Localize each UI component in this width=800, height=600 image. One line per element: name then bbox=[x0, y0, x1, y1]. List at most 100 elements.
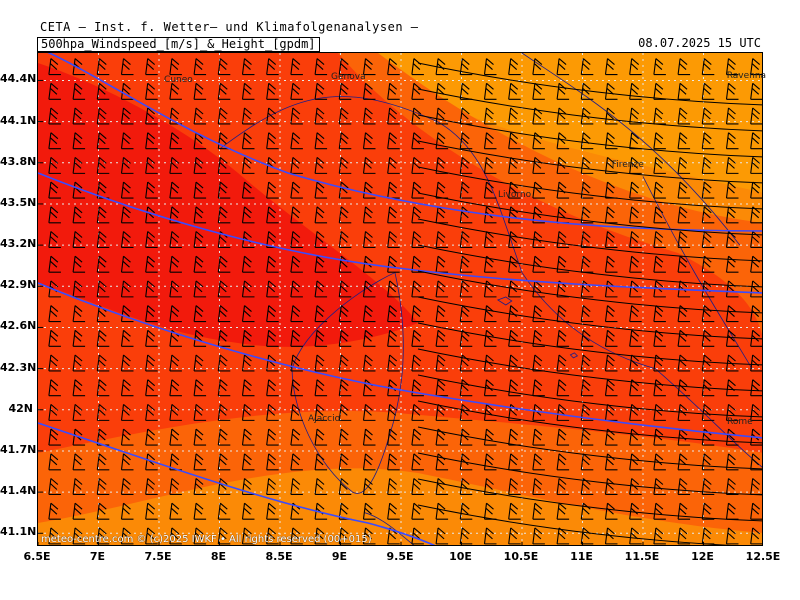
lat-tick-label: 42.9N bbox=[0, 278, 37, 292]
wind-barb bbox=[725, 107, 739, 125]
wind-barb bbox=[508, 428, 521, 446]
copyright-notice: meteo-centre.com © (c)2025 IWKF • All ri… bbox=[41, 534, 372, 545]
wind-barb bbox=[217, 478, 231, 496]
wind-barb bbox=[338, 403, 352, 421]
wind-barb bbox=[508, 58, 521, 76]
wind-barb bbox=[217, 502, 231, 520]
lon-tick-label: 9E bbox=[331, 550, 348, 563]
wind-barb bbox=[580, 527, 594, 545]
wind-barb bbox=[145, 181, 158, 199]
wind-barb bbox=[217, 206, 231, 224]
wind-barb bbox=[483, 329, 497, 347]
wind-barb bbox=[483, 280, 497, 298]
wind-barb bbox=[145, 231, 158, 249]
wind-barb bbox=[508, 132, 521, 150]
wind-barb bbox=[604, 132, 618, 150]
wind-barb bbox=[48, 502, 61, 520]
wind-barb bbox=[217, 132, 231, 150]
wind-barb bbox=[314, 181, 328, 199]
wind-barb bbox=[266, 82, 279, 100]
valid-time: 08.07.2025 15 UTC bbox=[638, 36, 761, 50]
wind-barb bbox=[72, 181, 86, 199]
lat-tick-label: 43.8N bbox=[0, 154, 37, 168]
wind-barb bbox=[653, 82, 666, 100]
wind-barb bbox=[677, 502, 691, 520]
wind-barb bbox=[508, 255, 521, 273]
wind-barb bbox=[96, 329, 110, 347]
variable-label: 500hpa_Windspeed_[m/s]_&_Height_[gpdm] bbox=[37, 37, 320, 52]
wind-barb bbox=[725, 280, 739, 298]
wind-barb bbox=[629, 255, 642, 273]
lat-tick-label: 42.3N bbox=[0, 360, 37, 374]
wind-barb bbox=[96, 403, 110, 421]
wind-barb bbox=[169, 379, 182, 397]
wind-barb bbox=[459, 58, 473, 76]
wind-barb bbox=[532, 280, 545, 298]
wind-barb bbox=[435, 527, 449, 545]
wind-barb bbox=[556, 206, 570, 224]
map-panel[interactable] bbox=[37, 52, 763, 546]
wind-barb bbox=[750, 82, 762, 100]
wind-barb bbox=[677, 156, 691, 174]
wind-barb bbox=[677, 478, 691, 496]
wind-barb bbox=[508, 156, 521, 174]
wind-barb bbox=[725, 231, 739, 249]
wind-barb bbox=[435, 231, 449, 249]
wind-barb bbox=[435, 181, 449, 199]
wind-barb bbox=[266, 132, 279, 150]
lon-tick-label: 11.5E bbox=[624, 550, 660, 563]
wind-barb bbox=[701, 255, 715, 273]
wind-barb bbox=[314, 379, 328, 397]
wind-barb bbox=[193, 305, 207, 323]
wind-barb bbox=[241, 305, 255, 323]
wind-barb bbox=[701, 403, 715, 421]
wind-barb bbox=[72, 206, 86, 224]
wind-barb bbox=[120, 305, 134, 323]
lat-tick-label: 43.5N bbox=[0, 195, 37, 209]
map-canvas[interactable] bbox=[38, 53, 763, 546]
wind-barb bbox=[48, 403, 61, 421]
wind-barb bbox=[193, 280, 207, 298]
wind-barb bbox=[48, 58, 61, 76]
wind-barb bbox=[725, 502, 739, 520]
wind-barb bbox=[508, 379, 521, 397]
wind-barb bbox=[290, 231, 303, 249]
wind-barb bbox=[653, 502, 666, 520]
wind-barb bbox=[314, 255, 328, 273]
wind-barb bbox=[387, 354, 400, 372]
wind-barb bbox=[338, 156, 352, 174]
wind-barb bbox=[459, 280, 473, 298]
wind-barb bbox=[120, 206, 134, 224]
wind-barb bbox=[604, 354, 618, 372]
wind-barb bbox=[338, 132, 352, 150]
wind-barb bbox=[411, 132, 424, 150]
wind-barb bbox=[290, 478, 303, 496]
wind-barb bbox=[750, 280, 762, 298]
wind-barb bbox=[362, 107, 376, 125]
wind-barb bbox=[169, 82, 182, 100]
wind-barb bbox=[435, 206, 449, 224]
wind-barb bbox=[314, 403, 328, 421]
wind-barb bbox=[435, 255, 449, 273]
wind-barb bbox=[387, 132, 400, 150]
lon-tick-label: 8.5E bbox=[265, 550, 293, 563]
wind-barb bbox=[72, 107, 86, 125]
wind-barb bbox=[48, 132, 61, 150]
wind-barb bbox=[701, 156, 715, 174]
wind-barb bbox=[604, 478, 618, 496]
wind-barb bbox=[145, 379, 158, 397]
wind-barb bbox=[266, 255, 279, 273]
wind-barb bbox=[532, 329, 545, 347]
wind-barb bbox=[677, 428, 691, 446]
wind-barb bbox=[193, 453, 207, 471]
wind-barb bbox=[411, 305, 424, 323]
wind-barb bbox=[217, 428, 231, 446]
wind-barb bbox=[701, 82, 715, 100]
wind-barb bbox=[338, 58, 352, 76]
wind-barb bbox=[72, 156, 86, 174]
wind-barb bbox=[483, 181, 497, 199]
wind-barb bbox=[750, 181, 762, 199]
wind-barb bbox=[435, 132, 449, 150]
wind-barb bbox=[314, 428, 328, 446]
wind-barb bbox=[411, 403, 424, 421]
